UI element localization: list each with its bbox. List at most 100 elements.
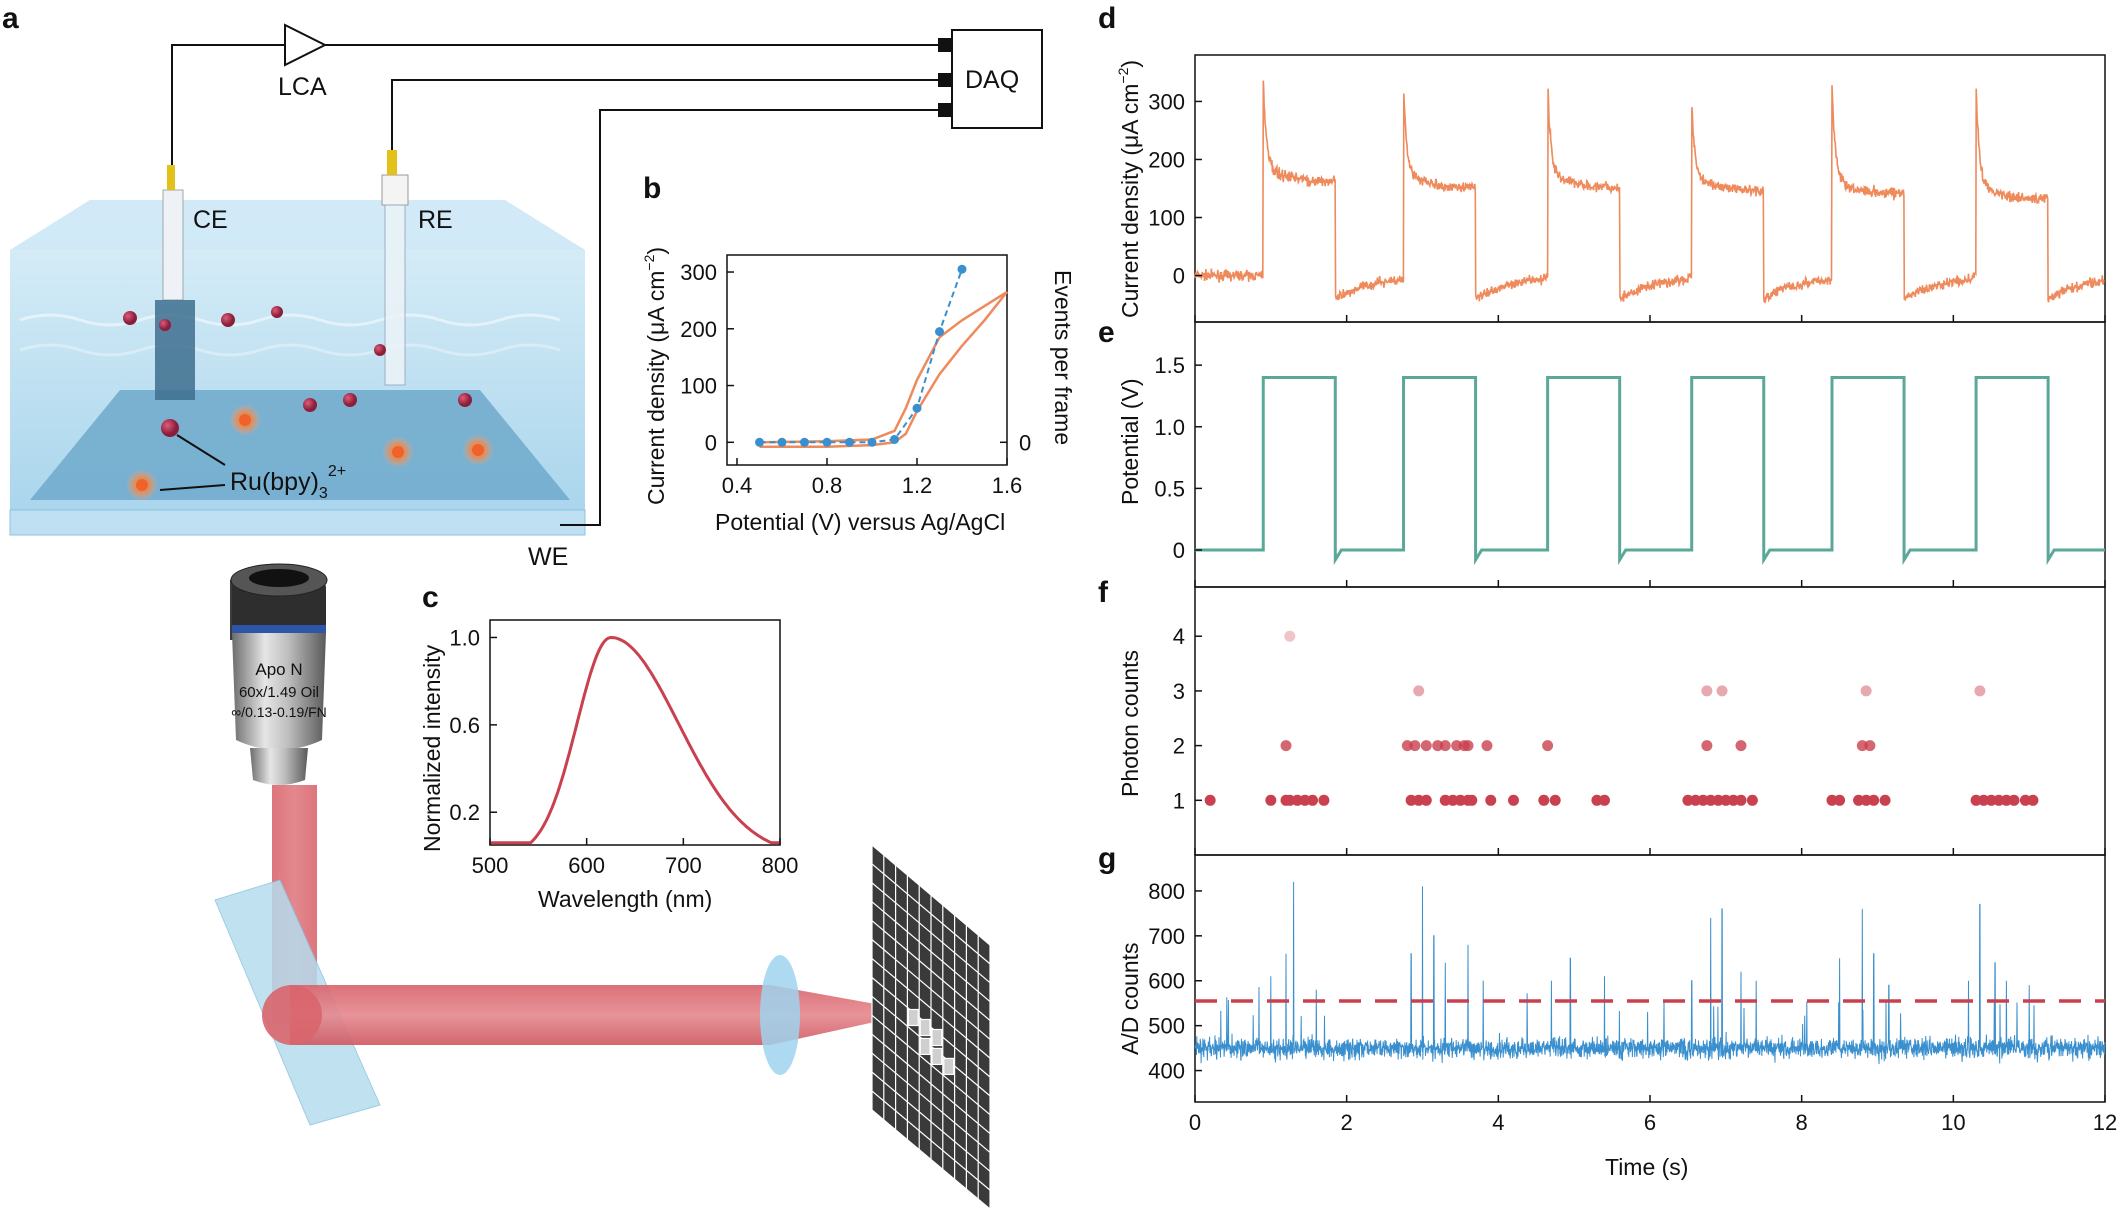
xtick-label: 0.4 [722,473,753,498]
photon-count-point [2019,794,2031,806]
xtick-label: 600 [568,853,605,878]
photon-count-point [1538,794,1550,806]
photon-count-point [1420,794,1432,806]
xtick-label: 500 [472,853,509,878]
ylabel-g: A/D counts [1117,943,1143,1056]
photon-count-point [1599,794,1610,806]
plot-frame-f [1194,586,2106,856]
ytick-label: 0 [1173,264,1185,289]
photon-count-point [1451,740,1463,752]
detector-grid-line [871,844,991,946]
photon-count-point [1401,740,1413,752]
ytick-label: 4 [1173,624,1185,649]
xlabel-b: Potential (V) versus Ag/AgCl [715,509,1005,535]
detector-grid-line [871,1090,991,1191]
detector-grid-line [871,977,991,1078]
ytick-label: 0 [1019,430,1031,455]
ytick-label: 0.6 [449,713,480,738]
detector-bright-pixel [931,1028,943,1047]
photon-count-point [1856,740,1868,752]
events-point [957,264,967,274]
photon-count-point [1860,794,1872,806]
photon-count-point [1834,794,1846,806]
panel-c-spectrum: c 0.2 0.6 1.0 500 600 700 800 Normalized inten… [419,581,798,912]
panel-label-d: d [1098,2,1116,35]
events-point [845,437,854,447]
detector-grid-line [871,1052,991,1153]
objective-text-1: Apo N [255,660,302,679]
ce-label: CE [193,206,228,234]
photon-count-point [1204,794,1216,806]
detector-grid-line [871,1014,991,1116]
detector-grid-line [871,901,991,1003]
ylabel-e: Potential (V) [1117,378,1143,505]
photon-count-point [1974,685,1986,697]
ytick-label: 600 [1148,969,1185,994]
panel-d-current: 0 100 200 300 Current density (μA cm−2) [1115,54,2106,323]
plot-frame-b [726,254,1008,466]
xtick-label: 0 [1189,1110,1201,1135]
ytick-label: 0 [1173,538,1185,563]
photon-count-point [1860,685,1872,697]
working-electrode-surface [30,390,570,500]
photon-count-point [2008,794,2020,806]
events-line [759,268,963,444]
xtick-label: 2 [1341,1110,1353,1135]
ytick-label: 300 [680,260,717,285]
photon-count-point [1682,794,1694,806]
objective-text-2: 60x/1.49 Oil [239,684,319,701]
detector-bright-pixel [931,1047,943,1066]
ytick-label: 2 [1173,734,1185,759]
xtick-label: 6 [1644,1110,1656,1135]
photon-count-point [1447,794,1459,806]
events-point [912,403,922,413]
photon-count-point [1970,794,1982,806]
detector-bright-pixel [919,1018,931,1037]
ytick-label: 400 [1148,1059,1185,1084]
photon-count-point [1318,794,1330,806]
photon-count-point [1284,630,1296,642]
xlabel-c: Wavelength (nm) [538,886,712,912]
photon-count-point [1466,794,1478,806]
xtick-label: 12 [2093,1110,2117,1135]
photon-count-point [1701,685,1713,697]
photon-count-point [1485,794,1497,806]
ru-label: Ru(bpy)32+ [230,463,346,502]
photon-count-point [1307,794,1319,806]
y2label-b: Events per frame [1050,270,1076,445]
ytick-label: 1.0 [449,625,480,650]
ytick-label: 200 [680,317,717,342]
daq-box [951,29,1043,129]
xtick-label: 0.8 [812,473,843,498]
panel-e-potential: 0 0.5 1.0 1.5 Potential (V) [1117,321,2106,588]
counter-electrode [155,165,195,400]
photon-count-point [1720,794,1732,806]
photon-count-point [1265,794,1277,806]
ytick-label: 200 [1148,147,1185,172]
photon-count-point [1280,740,1292,752]
photon-count-point [1985,794,1997,806]
emccd-detector [871,844,991,1209]
photon-count-point [1439,794,1451,806]
re-label: RE [418,206,453,234]
detector-grid-line [871,958,991,1059]
photon-count-point [1481,740,1493,752]
photon-count-point [1727,794,1739,806]
photon-count-point [1413,794,1425,806]
photon-count-point [1705,794,1717,806]
detector-grid-line [871,1033,991,1135]
daq-port-icon [938,38,952,52]
ytick-label: 500 [1148,1014,1185,1039]
photon-count-point [1591,794,1603,806]
photon-count-point [1462,740,1474,752]
objective-text-3: ∞/0.13-0.19/FN [231,704,327,720]
detector-grid-line [871,882,991,984]
xtick-label: 10 [1941,1110,1965,1135]
photon-count-point [1864,740,1876,752]
photon-count-point [1542,740,1554,752]
lca-label: LCA [278,73,327,101]
photon-count-point [1413,685,1425,697]
photon-count-point [1439,740,1451,752]
